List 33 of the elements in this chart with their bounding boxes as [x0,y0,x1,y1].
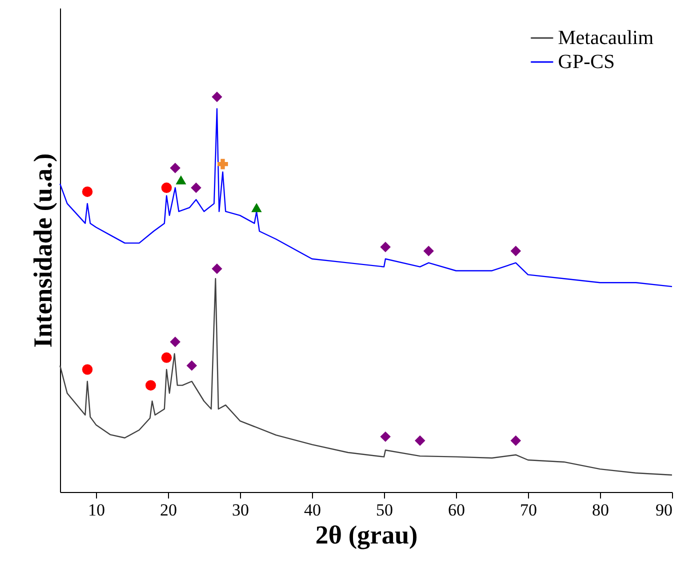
x-tick-label: 70 [520,500,537,520]
x-tick-label: 40 [304,500,321,520]
x-axis-title: 2θ (grau) [315,520,418,550]
point [82,186,93,197]
point [170,162,180,174]
point [190,182,202,194]
point [217,158,228,170]
x-tick-label: 80 [592,500,609,520]
legend-label: GP-CS [558,51,615,73]
x-tick-label: 30 [232,500,249,520]
point [423,246,434,256]
x-tick-label: 90 [656,500,672,520]
point [212,264,222,274]
legend-label: Metacaulim [558,27,654,49]
point [251,202,262,212]
point [414,435,426,446]
point [145,380,156,391]
point [380,431,391,442]
point [510,246,522,256]
point [510,435,522,446]
x-tick-label: 20 [160,500,177,520]
point [161,352,172,363]
x-tick-label: 50 [376,500,393,520]
x-tick-label: 60 [448,500,465,520]
point [186,360,198,371]
point [212,92,222,102]
point [82,364,93,375]
point [161,182,172,194]
point [170,336,180,348]
point [176,175,186,184]
point [380,242,391,252]
y-axis-title: Intensidade (u.a.) [28,153,58,348]
x-tick-label: 10 [88,500,105,520]
